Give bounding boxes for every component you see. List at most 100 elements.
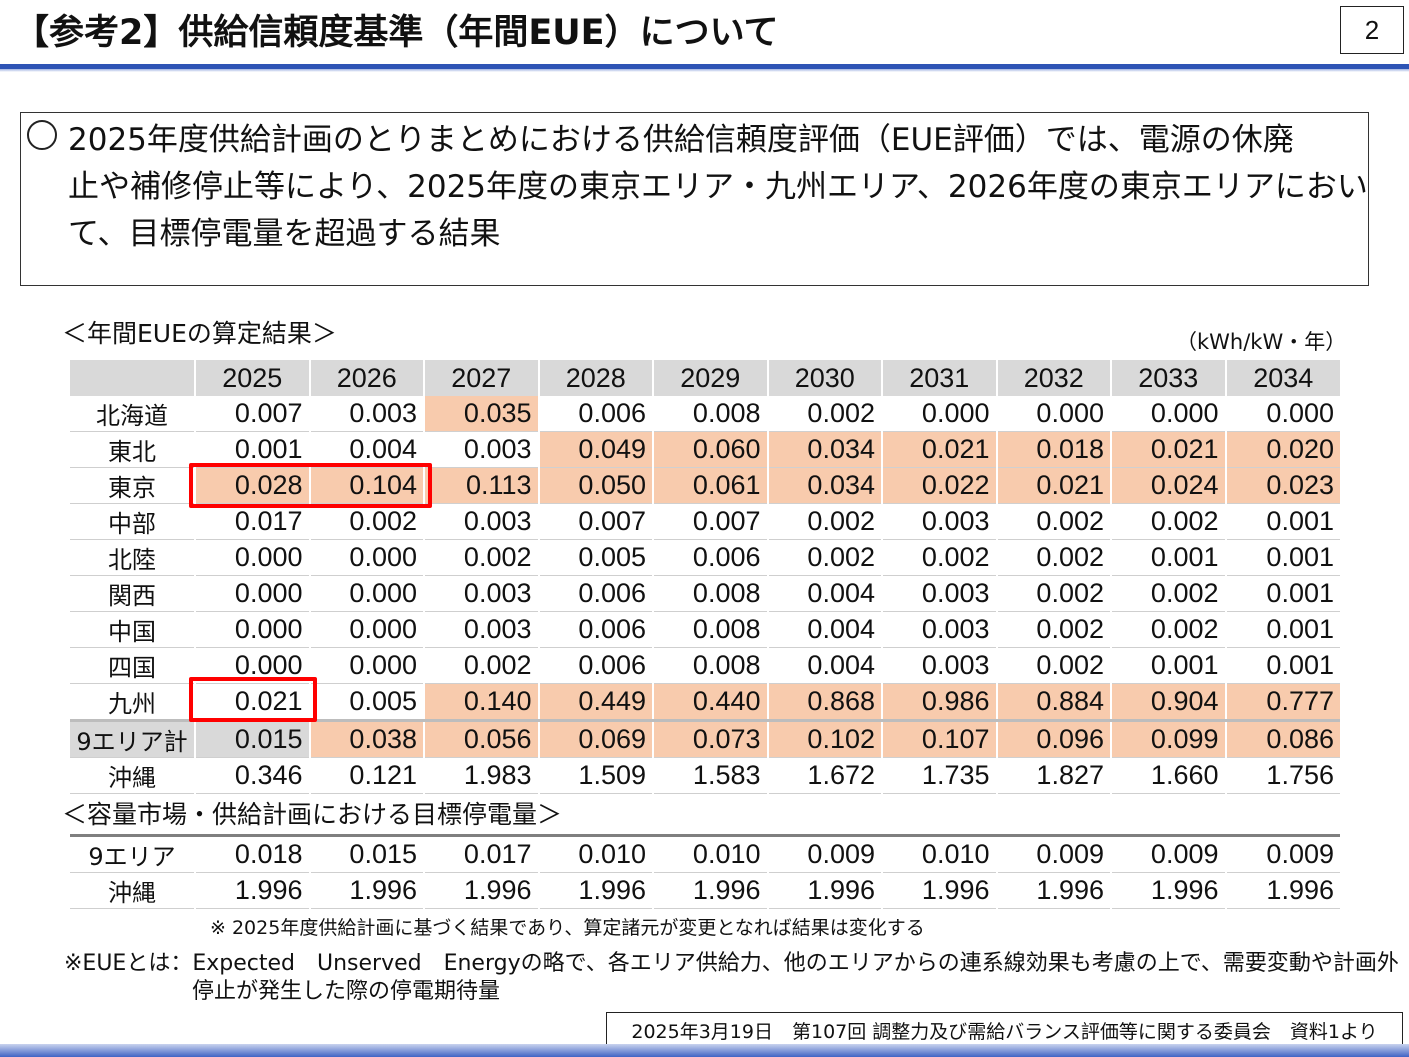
eue-value-cell: 0.073 — [652, 719, 768, 758]
target-value-cell: 1.996 — [766, 872, 882, 909]
unit-label: （kWh/kW・年） — [1176, 330, 1347, 354]
eue-value-cell: 0.000 — [1224, 396, 1340, 432]
eue-value-cell: 0.024 — [1110, 467, 1226, 504]
table-row: 北海道 0.007 0.003 0.035 0.006 0.008 0.002 0.000 0.… — [70, 396, 1340, 432]
eue-value-cell: 0.008 — [652, 647, 768, 684]
eue-value-cell: 0.018 — [995, 431, 1111, 468]
summary-line-3: て、目標停電量を超過する結果 — [68, 216, 501, 252]
eue-value-cell: 0.002 — [995, 503, 1111, 540]
eue-value-cell: 0.884 — [995, 683, 1111, 721]
eue-value-cell: 0.002 — [766, 539, 882, 576]
target-value-cell: 1.996 — [537, 872, 653, 909]
header-divider-shadow — [0, 69, 1409, 72]
target-value-cell: 1.996 — [1110, 872, 1226, 909]
eue-value-cell: 0.002 — [423, 647, 539, 684]
table-row: 沖縄 1.996 1.996 1.996 1.996 1.996 1.996 1.996 1.9… — [70, 872, 1340, 909]
eue-value-cell: 0.060 — [652, 431, 768, 468]
eue-value-cell: 0.006 — [537, 611, 653, 648]
region-name-cell: 沖縄 — [70, 872, 195, 909]
table-row: 関西 0.000 0.000 0.003 0.006 0.008 0.004 0.003 0.0… — [70, 575, 1340, 612]
eue-value-cell: 0.001 — [1224, 575, 1340, 612]
eue-value-cell: 0.002 — [1110, 503, 1226, 540]
eue-value-cell: 0.140 — [423, 683, 539, 721]
year-header-cell: 2034 — [1224, 360, 1340, 396]
table-row: 沖縄 0.346 0.121 1.983 1.509 1.583 1.672 1.735 1.8… — [70, 757, 1340, 794]
eue-value-cell: 0.021 — [881, 431, 997, 468]
region-name-cell: 9エリア計 — [70, 719, 195, 758]
eue-value-cell: 0.006 — [652, 539, 768, 576]
eue-value-cell: 0.000 — [995, 396, 1111, 432]
eue-value-cell: 0.050 — [537, 467, 653, 504]
eue-value-cell: 0.020 — [1224, 431, 1340, 468]
eue-value-cell: 0.008 — [652, 611, 768, 648]
eue-value-cell: 0.002 — [995, 539, 1111, 576]
eue-value-cell: 1.583 — [652, 757, 768, 794]
eue-value-cell: 0.007 — [194, 396, 310, 432]
region-name-cell: 中国 — [70, 611, 195, 648]
summary-line-2: 止や補修停止等により、2025年度の東京エリア・九州エリア、2026年度の東京エ… — [68, 169, 1368, 205]
eue-value-cell: 0.049 — [537, 431, 653, 468]
eue-value-cell: 0.007 — [537, 503, 653, 540]
eue-value-cell: 0.107 — [881, 719, 997, 758]
eue-value-cell: 1.827 — [995, 757, 1111, 794]
header-corner-cell — [70, 360, 195, 396]
eue-definition-line-1: ※EUEとは：Expected Unserved Energyの略で、各エリア供… — [64, 951, 1399, 976]
target-value-cell: 0.010 — [537, 834, 653, 873]
table-row: 中国 0.000 0.000 0.003 0.006 0.008 0.004 0.003 0.0… — [70, 611, 1340, 648]
eue-value-cell: 0.002 — [1110, 575, 1226, 612]
eue-value-cell: 0.904 — [1110, 683, 1226, 721]
eue-value-cell: 1.509 — [537, 757, 653, 794]
year-header-cell: 2029 — [652, 360, 768, 396]
eue-value-cell: 0.003 — [881, 503, 997, 540]
eue-table-label: ＜年間EUEの算定結果＞ — [62, 319, 337, 348]
table-row: 東北 0.001 0.004 0.003 0.049 0.060 0.034 0.021 0.0… — [70, 431, 1340, 468]
eue-value-cell: 0.096 — [995, 719, 1111, 758]
target-value-cell: 1.996 — [1224, 872, 1340, 909]
eue-value-cell: 0.004 — [308, 431, 424, 468]
year-header-cell: 2027 — [423, 360, 539, 396]
target-outage-table: 9エリア 0.018 0.015 0.017 0.010 0.010 0.009 0.010 0… — [70, 834, 1340, 909]
eue-value-cell: 0.004 — [766, 647, 882, 684]
eue-value-cell: 0.035 — [423, 396, 539, 432]
table-row: 9エリア 0.018 0.015 0.017 0.010 0.010 0.009 0.010 0… — [70, 834, 1340, 873]
eue-value-cell: 0.004 — [766, 575, 882, 612]
table-row: 東京 0.028 0.104 0.113 0.050 0.061 0.034 0.022 0.0… — [70, 467, 1340, 504]
eue-value-cell: 0.017 — [194, 503, 310, 540]
target-value-cell: 0.017 — [423, 834, 539, 873]
region-name-cell: 北海道 — [70, 396, 195, 432]
target-value-cell: 0.009 — [1224, 834, 1340, 873]
eue-value-cell: 0.777 — [1224, 683, 1340, 721]
region-name-cell: 四国 — [70, 647, 195, 684]
alert-box-tokyo — [189, 463, 432, 508]
page-title: 【参考2】供給信頼度基準（年間EUE）について — [14, 13, 779, 53]
target-value-cell: 0.009 — [1110, 834, 1226, 873]
eue-value-cell: 0.000 — [194, 539, 310, 576]
eue-value-cell: 0.000 — [308, 647, 424, 684]
eue-value-cell: 0.001 — [1224, 611, 1340, 648]
eue-value-cell: 0.005 — [537, 539, 653, 576]
eue-value-cell: 0.006 — [537, 647, 653, 684]
eue-value-cell: 0.028 — [194, 467, 310, 504]
eue-value-cell: 0.086 — [1224, 719, 1340, 758]
year-header-cell: 2028 — [537, 360, 653, 396]
eue-value-cell: 0.002 — [881, 539, 997, 576]
eue-value-cell: 0.868 — [766, 683, 882, 721]
eue-value-cell: 0.005 — [308, 683, 424, 721]
summary-text: 2025年度供給計画のとりまとめにおける供給信頼度評価（EUE評価）では、電源の… — [68, 117, 1368, 258]
eue-value-cell: 0.034 — [766, 431, 882, 468]
eue-value-cell: 0.440 — [652, 683, 768, 721]
eue-value-cell: 0.006 — [537, 396, 653, 432]
year-header-cell: 2026 — [308, 360, 424, 396]
target-value-cell: 0.009 — [995, 834, 1111, 873]
header-divider — [0, 64, 1409, 69]
target-value-cell: 1.996 — [652, 872, 768, 909]
eue-value-cell: 0.002 — [1110, 611, 1226, 648]
summary-box — [20, 112, 1369, 286]
eue-value-cell: 0.001 — [1224, 647, 1340, 684]
region-name-cell: 中部 — [70, 503, 195, 540]
year-header-cell: 2030 — [766, 360, 882, 396]
eue-value-cell: 1.983 — [423, 757, 539, 794]
eue-value-cell: 0.002 — [995, 611, 1111, 648]
eue-value-cell: 0.002 — [308, 503, 424, 540]
eue-value-cell: 0.002 — [995, 575, 1111, 612]
